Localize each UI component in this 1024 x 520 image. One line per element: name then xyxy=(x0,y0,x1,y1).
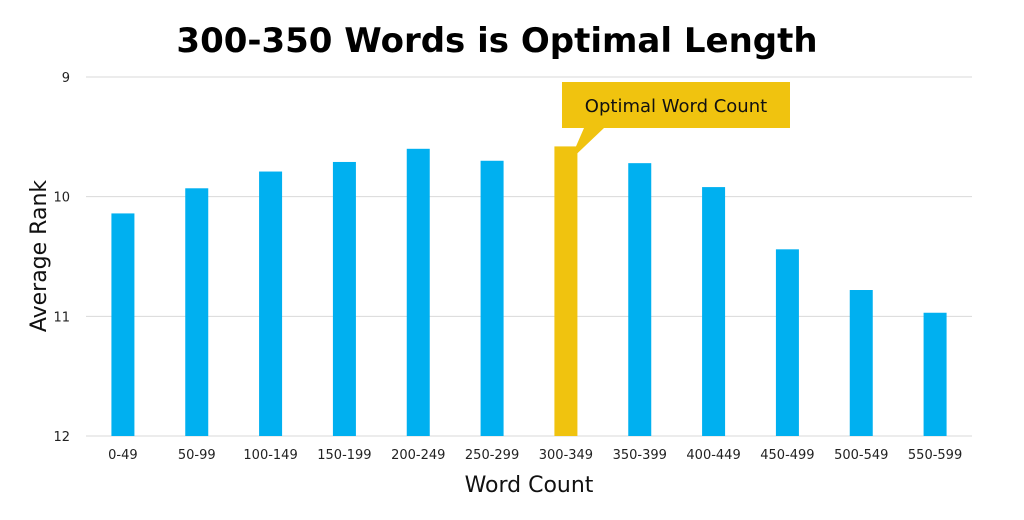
gridlines xyxy=(86,76,972,437)
bar xyxy=(185,188,209,436)
y-tick-label: 10 xyxy=(53,191,70,206)
x-tick-label: 450-499 xyxy=(760,448,814,463)
x-tick-label: 50-99 xyxy=(178,448,216,463)
x-tick-label: 200-249 xyxy=(391,448,445,463)
x-tick-label: 550-599 xyxy=(908,448,962,463)
y-tick-label: 9 xyxy=(62,71,70,86)
y-tick-label: 11 xyxy=(53,310,70,325)
x-tick-label: 150-199 xyxy=(317,448,371,463)
bar xyxy=(111,213,135,436)
y-axis-label: Average Rank xyxy=(27,180,52,333)
bar xyxy=(849,290,873,436)
y-tick-label: 12 xyxy=(53,430,70,445)
x-axis-label: Word Count xyxy=(465,473,594,498)
bar xyxy=(259,171,283,436)
chart-title: 300-350 Words is Optimal Length xyxy=(176,21,817,61)
bar xyxy=(775,249,799,436)
x-tick-label: 0-49 xyxy=(108,448,138,463)
bar xyxy=(406,148,430,437)
x-tick-label: 100-149 xyxy=(243,448,297,463)
bar xyxy=(628,163,652,436)
x-tick-label: 300-349 xyxy=(539,448,593,463)
callout-label: Optimal Word Count xyxy=(585,96,767,117)
callout-box xyxy=(562,82,790,161)
bar xyxy=(480,160,504,436)
bars xyxy=(111,146,947,437)
x-tick-label: 350-399 xyxy=(613,448,667,463)
x-tick-label: 400-449 xyxy=(686,448,740,463)
x-tick-label: 250-299 xyxy=(465,448,519,463)
bar xyxy=(923,312,947,436)
annotation-callout: Optimal Word Count xyxy=(562,82,790,161)
bar-highlight xyxy=(554,146,578,436)
bar xyxy=(702,187,726,436)
y-axis-ticks: 9 10 11 12 xyxy=(53,71,70,445)
x-axis-ticks: 0-49 50-99 100-149 150-199 200-249 250-299 300… xyxy=(108,448,962,463)
bar xyxy=(332,161,356,437)
x-tick-label: 500-549 xyxy=(834,448,888,463)
